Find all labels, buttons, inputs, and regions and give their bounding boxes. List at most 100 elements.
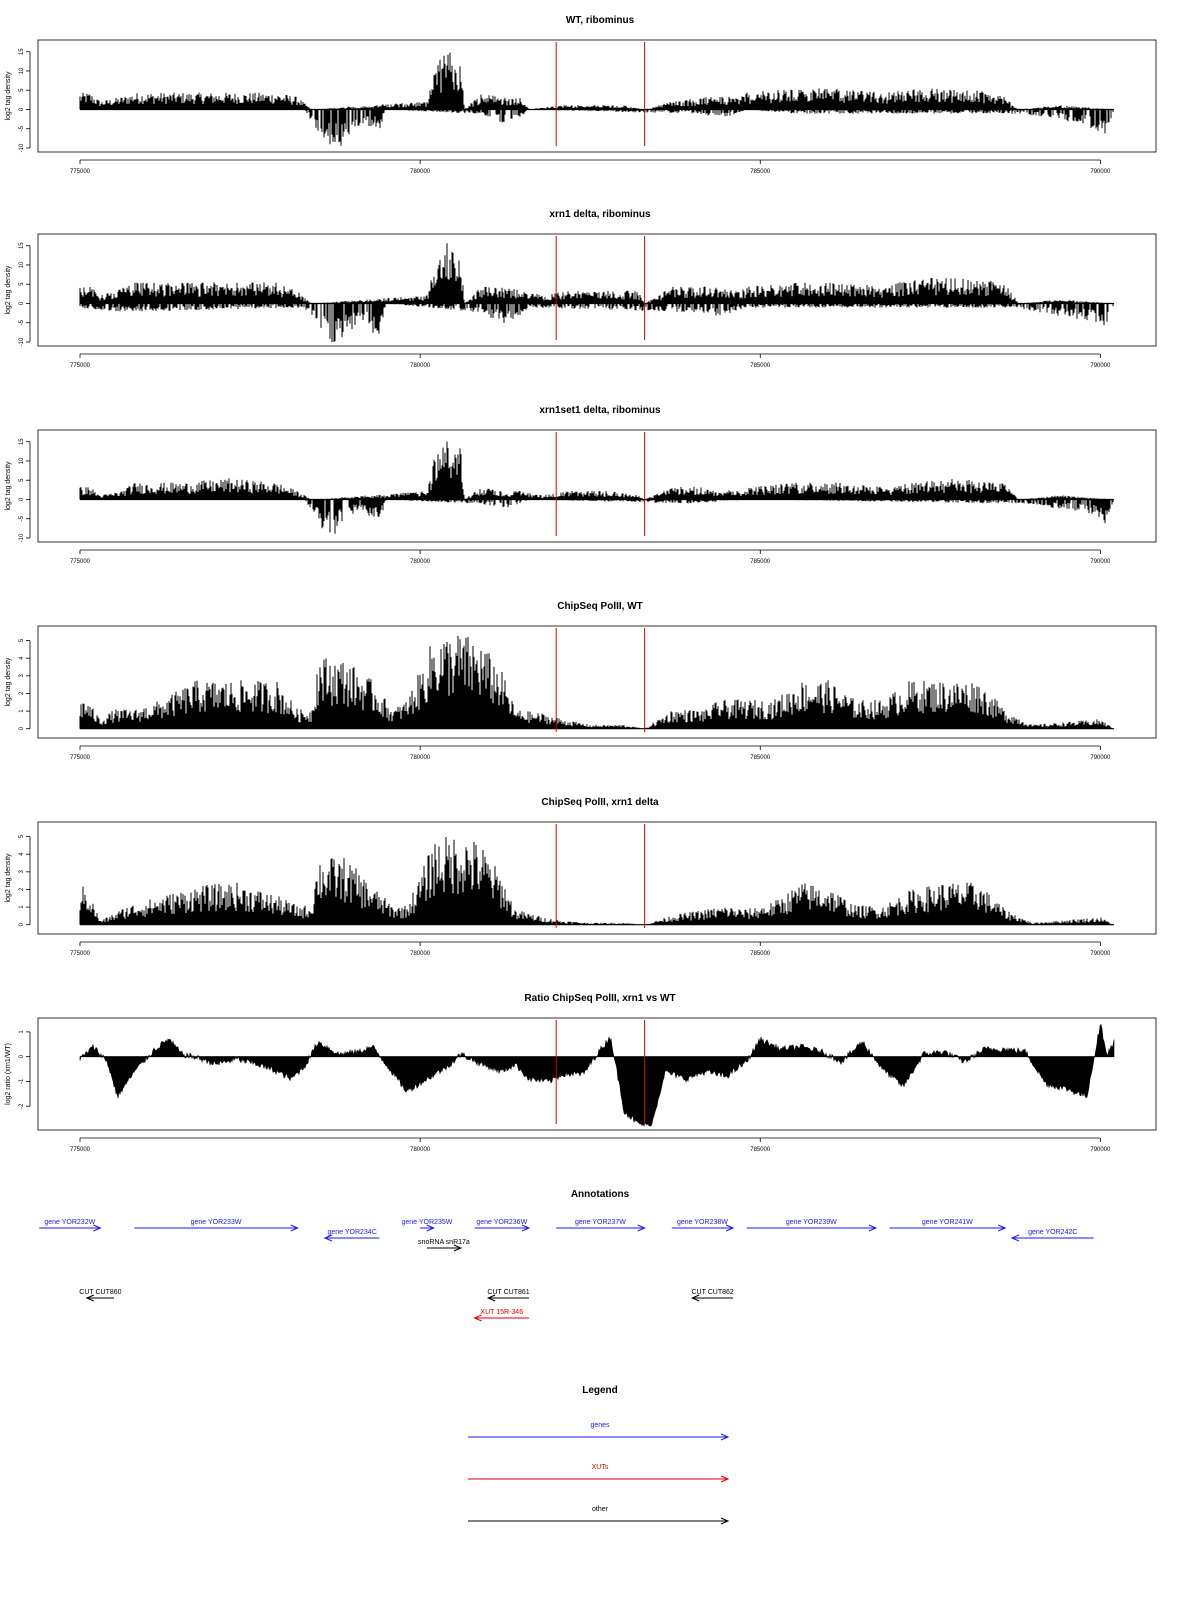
annotation-label: gene YOR238W <box>677 1219 728 1226</box>
annotation-other: CUT CUT860 <box>79 1289 122 1302</box>
data-series <box>79 837 1114 926</box>
x-axis: 775000 780000 785000 790000 <box>70 353 1111 369</box>
x-tick-label: 775000 <box>70 951 91 957</box>
annotation-label: CUT CUT861 <box>487 1289 529 1296</box>
x-tick-label: 780000 <box>410 755 431 761</box>
plot-frame <box>37 39 1157 153</box>
feature-arrow-head <box>290 1224 299 1232</box>
minus-strand-bars <box>79 303 1114 342</box>
y-tick-label: -5 <box>19 125 25 131</box>
x-tick-label: 785000 <box>750 1147 771 1153</box>
annotations-title: Annotations <box>571 1189 630 1200</box>
panel-title: WT, ribominus <box>566 15 635 26</box>
x-tick-label: 775000 <box>70 559 91 565</box>
annotation-gene: gene YOR236W <box>474 1219 531 1232</box>
y-axis: 0 1 2 3 4 5 log2 tag density <box>5 638 31 730</box>
data-series <box>79 52 1114 146</box>
annotations-panel: Annotations gene YOR232W gene YOR233W gene … <box>39 1189 1094 1322</box>
plus-strand-bars <box>79 636 1113 729</box>
y-tick-label: 3 <box>19 674 25 678</box>
y-tick-label: 10 <box>19 261 25 268</box>
chart-panel-2: xrn1 delta, ribominus -10 -5 0 5 10 15 log2 tag… <box>5 209 1157 369</box>
plot-frame <box>37 1017 1157 1131</box>
y-tick-label: 0 <box>19 107 25 111</box>
annotation-label: gene YOR241W <box>922 1219 973 1226</box>
annotation-other: snoRNA snR17a <box>418 1239 470 1252</box>
y-tick-label: -10 <box>19 337 25 346</box>
plot-frame <box>37 625 1157 739</box>
annotation-label: gene YOR236W <box>476 1219 527 1226</box>
plot-frame <box>37 821 1157 935</box>
annotation-gene: gene YOR235W <box>402 1219 453 1232</box>
annotation-label: gene YOR242C <box>1028 1229 1077 1236</box>
y-axis-label: log2 tag density <box>5 265 12 315</box>
y-tick-label: 1 <box>19 905 25 909</box>
legend-item: other <box>468 1506 730 1525</box>
plus-strand-bars <box>79 837 1113 925</box>
feature-arrow-head <box>521 1224 531 1232</box>
panel-title: xrn1 delta, ribominus <box>549 209 651 220</box>
y-axis-label: log2 tag density <box>5 657 12 707</box>
feature-arrow-head <box>868 1224 878 1232</box>
annotation-other: CUT CUT861 <box>486 1289 530 1302</box>
data-series <box>79 636 1114 730</box>
y-tick-label: -5 <box>19 515 25 521</box>
annotation-gene: gene YOR234C <box>323 1229 380 1242</box>
annotation-gene: gene YOR238W <box>671 1219 735 1232</box>
y-tick-label: -10 <box>19 533 25 542</box>
legend-label: other <box>592 1506 609 1513</box>
legend-label: genes <box>590 1422 610 1429</box>
y-tick-label: -10 <box>19 143 25 152</box>
y-tick-label: 15 <box>19 438 25 445</box>
y-tick-label: 2 <box>19 887 25 891</box>
y-tick-label: 1 <box>19 1030 25 1034</box>
y-tick-label: 5 <box>19 478 25 482</box>
y-tick-label: 10 <box>19 457 25 464</box>
feature-arrow-head <box>426 1224 436 1232</box>
annotation-gene: gene YOR241W <box>889 1219 1007 1232</box>
y-axis: -10 -5 0 5 10 15 log2 tag density <box>5 48 31 152</box>
x-tick-label: 780000 <box>410 1147 431 1153</box>
annotation-label: gene YOR239W <box>786 1219 837 1226</box>
annotation-label: snoRNA snR17a <box>418 1239 470 1246</box>
data-series <box>79 1023 1115 1127</box>
y-tick-label: 5 <box>19 282 25 286</box>
y-tick-label: 0 <box>19 301 25 305</box>
y-tick-label: 0 <box>19 922 25 926</box>
annotation-label: gene YOR237W <box>575 1219 626 1226</box>
x-tick-label: 780000 <box>410 169 431 175</box>
x-tick-label: 785000 <box>750 951 771 957</box>
y-axis: -2 -1 0 1 log2 ratio (xrn1/WT) <box>5 1030 31 1109</box>
x-tick-label: 780000 <box>410 559 431 565</box>
y-tick-label: 15 <box>19 48 25 55</box>
x-tick-label: 790000 <box>1090 755 1111 761</box>
plus-strand-bars <box>79 243 1112 304</box>
chart-panel-4: ChipSeq PolII, WT 0 1 2 3 4 5 log2 tag density 7… <box>5 601 1157 761</box>
annotation-label: gene YOR233W <box>191 1219 242 1226</box>
x-tick-label: 780000 <box>410 951 431 957</box>
x-tick-label: 790000 <box>1090 1147 1111 1153</box>
annotation-label: CUT CUT860 <box>79 1289 121 1296</box>
y-tick-label: 0 <box>19 1054 25 1058</box>
x-tick-label: 775000 <box>70 1147 91 1153</box>
x-tick-label: 785000 <box>750 755 771 761</box>
feature-arrow-head <box>323 1234 333 1242</box>
y-tick-label: -2 <box>19 1103 25 1109</box>
y-tick-label: 15 <box>19 242 25 249</box>
x-tick-label: 785000 <box>750 559 771 565</box>
x-axis: 775000 780000 785000 790000 <box>70 549 1111 565</box>
panel-title: ChipSeq PolII, WT <box>557 601 643 612</box>
feature-arrow-head <box>637 1224 646 1232</box>
chart-panel-3: xrn1set1 delta, ribominus -10 -5 0 5 10 15 log2… <box>5 405 1157 565</box>
feature-arrow-head <box>1010 1234 1020 1242</box>
y-tick-label: 2 <box>19 691 25 695</box>
data-series <box>79 441 1114 534</box>
data-series <box>79 243 1114 342</box>
x-axis: 775000 780000 785000 790000 <box>70 159 1111 175</box>
annotation-other: CUT CUT862 <box>690 1289 734 1302</box>
plus-strand-bars <box>79 52 1112 110</box>
annotation-gene: gene YOR242C <box>1010 1229 1094 1242</box>
x-tick-label: 775000 <box>70 169 91 175</box>
panel-title: ChipSeq PolII, xrn1 delta <box>541 797 659 808</box>
